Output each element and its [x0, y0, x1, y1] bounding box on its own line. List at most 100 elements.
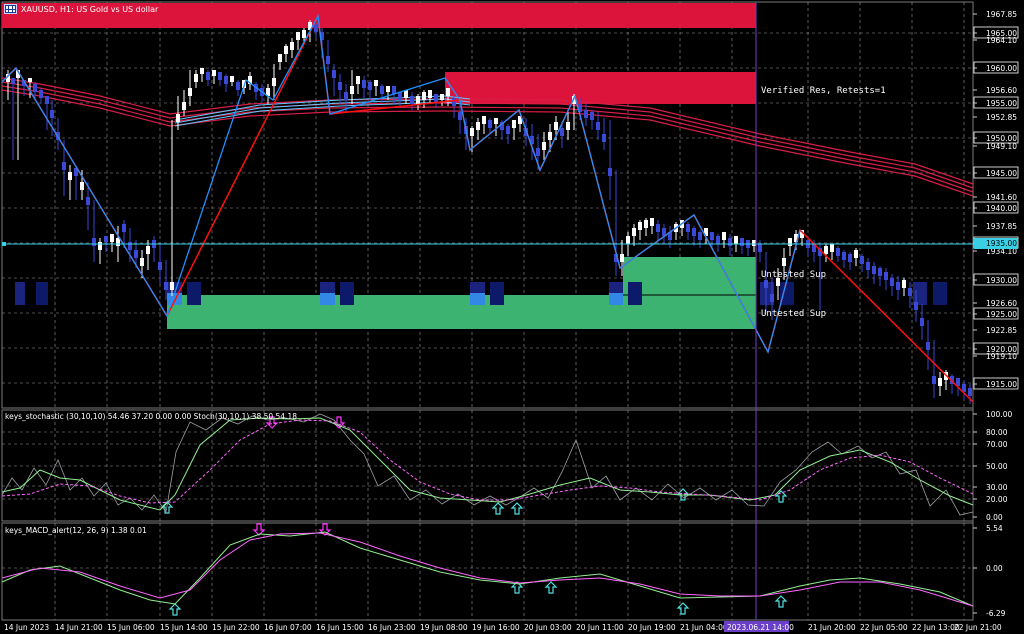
candle-body — [290, 42, 294, 50]
ma-line — [1, 81, 974, 189]
candle-body — [320, 32, 324, 40]
signal-box — [628, 282, 642, 305]
candle-body — [176, 114, 180, 122]
macd-panel[interactable] — [1, 522, 974, 621]
zigzag-lines — [1, 13, 974, 403]
time-tick-label: 15 Jun 06:00 — [107, 623, 155, 632]
candle-body — [902, 280, 906, 288]
candle-body — [206, 72, 210, 80]
candle-body — [104, 236, 108, 242]
candle-body — [92, 238, 96, 246]
price-tick-label: 1925.00 — [986, 310, 1017, 319]
signal-box-highlight — [470, 293, 485, 305]
candle-body — [962, 384, 966, 392]
price-tick-label: 1926.60 — [986, 299, 1017, 308]
candle-body — [914, 302, 918, 310]
candle-body — [668, 232, 672, 240]
candle-body — [80, 182, 84, 190]
candle-body — [536, 148, 540, 156]
candle-body — [380, 86, 384, 94]
candle-body — [614, 254, 618, 262]
macd-axis-label: 0.00 — [986, 564, 1003, 573]
candle-body — [968, 388, 972, 396]
candle-body — [950, 376, 954, 384]
candle-body — [416, 96, 420, 104]
signal-box — [36, 282, 48, 305]
price-tick-label: 1965.00 — [986, 29, 1017, 38]
candle-body — [350, 86, 354, 94]
candle-body — [512, 120, 516, 128]
candle-body — [338, 82, 342, 90]
candle-body — [422, 92, 426, 100]
main-price-panel[interactable] — [1, 1, 974, 409]
macd-up-arrow — [510, 581, 524, 594]
signal-box — [15, 282, 25, 305]
candle-body — [932, 376, 936, 384]
price-tick-label: 1945.00 — [986, 169, 1017, 178]
stoch-axis-label: 30.00 — [986, 483, 1008, 492]
candle-body — [446, 88, 450, 96]
candle-body — [530, 136, 534, 144]
stoch-axis-label: 50.00 — [986, 462, 1008, 471]
candle-body — [764, 280, 768, 288]
candle-body — [28, 78, 32, 82]
macd-down-arrow — [318, 523, 332, 536]
candle-body — [500, 122, 504, 130]
candle-body — [230, 76, 234, 82]
candle-body — [854, 250, 858, 258]
candle-body — [566, 122, 570, 130]
candle-body — [590, 112, 594, 120]
price-tick-label: 1967.85 — [986, 10, 1017, 19]
stoch-signal-line — [1, 419, 974, 504]
time-tick-label: 21 Jun 20:00 — [808, 623, 856, 632]
candle-body — [146, 246, 150, 254]
candle-body — [872, 266, 876, 274]
candle-body — [164, 282, 168, 290]
candle-body — [74, 168, 78, 176]
candle-body — [362, 80, 366, 88]
candle-body — [110, 234, 114, 242]
candle-body — [482, 116, 486, 124]
candle-body — [770, 294, 774, 302]
candle-body — [740, 238, 744, 246]
time-tick-label: 20 Jun 19:00 — [628, 623, 676, 632]
candle-body — [632, 228, 636, 236]
candle-body — [11, 78, 15, 84]
candle-body — [116, 238, 120, 246]
candle-body — [884, 272, 888, 280]
price-tick-label: 1919.10 — [986, 352, 1017, 361]
candle-body — [296, 32, 300, 40]
candle-body — [788, 238, 792, 246]
price-tick-label: 1956.60 — [986, 86, 1017, 95]
macd-lines — [1, 531, 974, 607]
price-tick-label: 1934.10 — [986, 247, 1017, 256]
support-zone-upper — [623, 257, 756, 295]
candle-body — [68, 172, 72, 180]
stoch-axis-label: 0.00 — [986, 513, 1003, 522]
candle-body — [170, 282, 174, 290]
candle-body — [776, 278, 780, 286]
candle-body — [620, 254, 624, 262]
candle-body — [428, 90, 432, 98]
stochastic-panel[interactable] — [1, 409, 974, 522]
candle-body — [938, 378, 942, 386]
candle-body — [392, 86, 396, 94]
candle-body — [140, 258, 144, 266]
price-tick-label: 1950.00 — [986, 134, 1017, 143]
candle-body — [194, 74, 198, 82]
price-tick-label: 1930.00 — [986, 276, 1017, 285]
stoch-axis-label: 80.00 — [986, 428, 1008, 437]
candle-body — [278, 54, 282, 62]
signal-box — [340, 282, 354, 305]
candle-body — [272, 78, 276, 86]
candle-body — [758, 244, 762, 252]
candle-body — [638, 222, 642, 230]
signal-box-highlight — [320, 293, 335, 305]
macd-axis-label: 5.54 — [986, 524, 1003, 533]
candle-body — [818, 248, 822, 256]
chart-window-icon — [4, 4, 17, 14]
time-tick-label: 15 Jun 14:00 — [160, 623, 208, 632]
macd-up-arrow — [676, 602, 690, 615]
